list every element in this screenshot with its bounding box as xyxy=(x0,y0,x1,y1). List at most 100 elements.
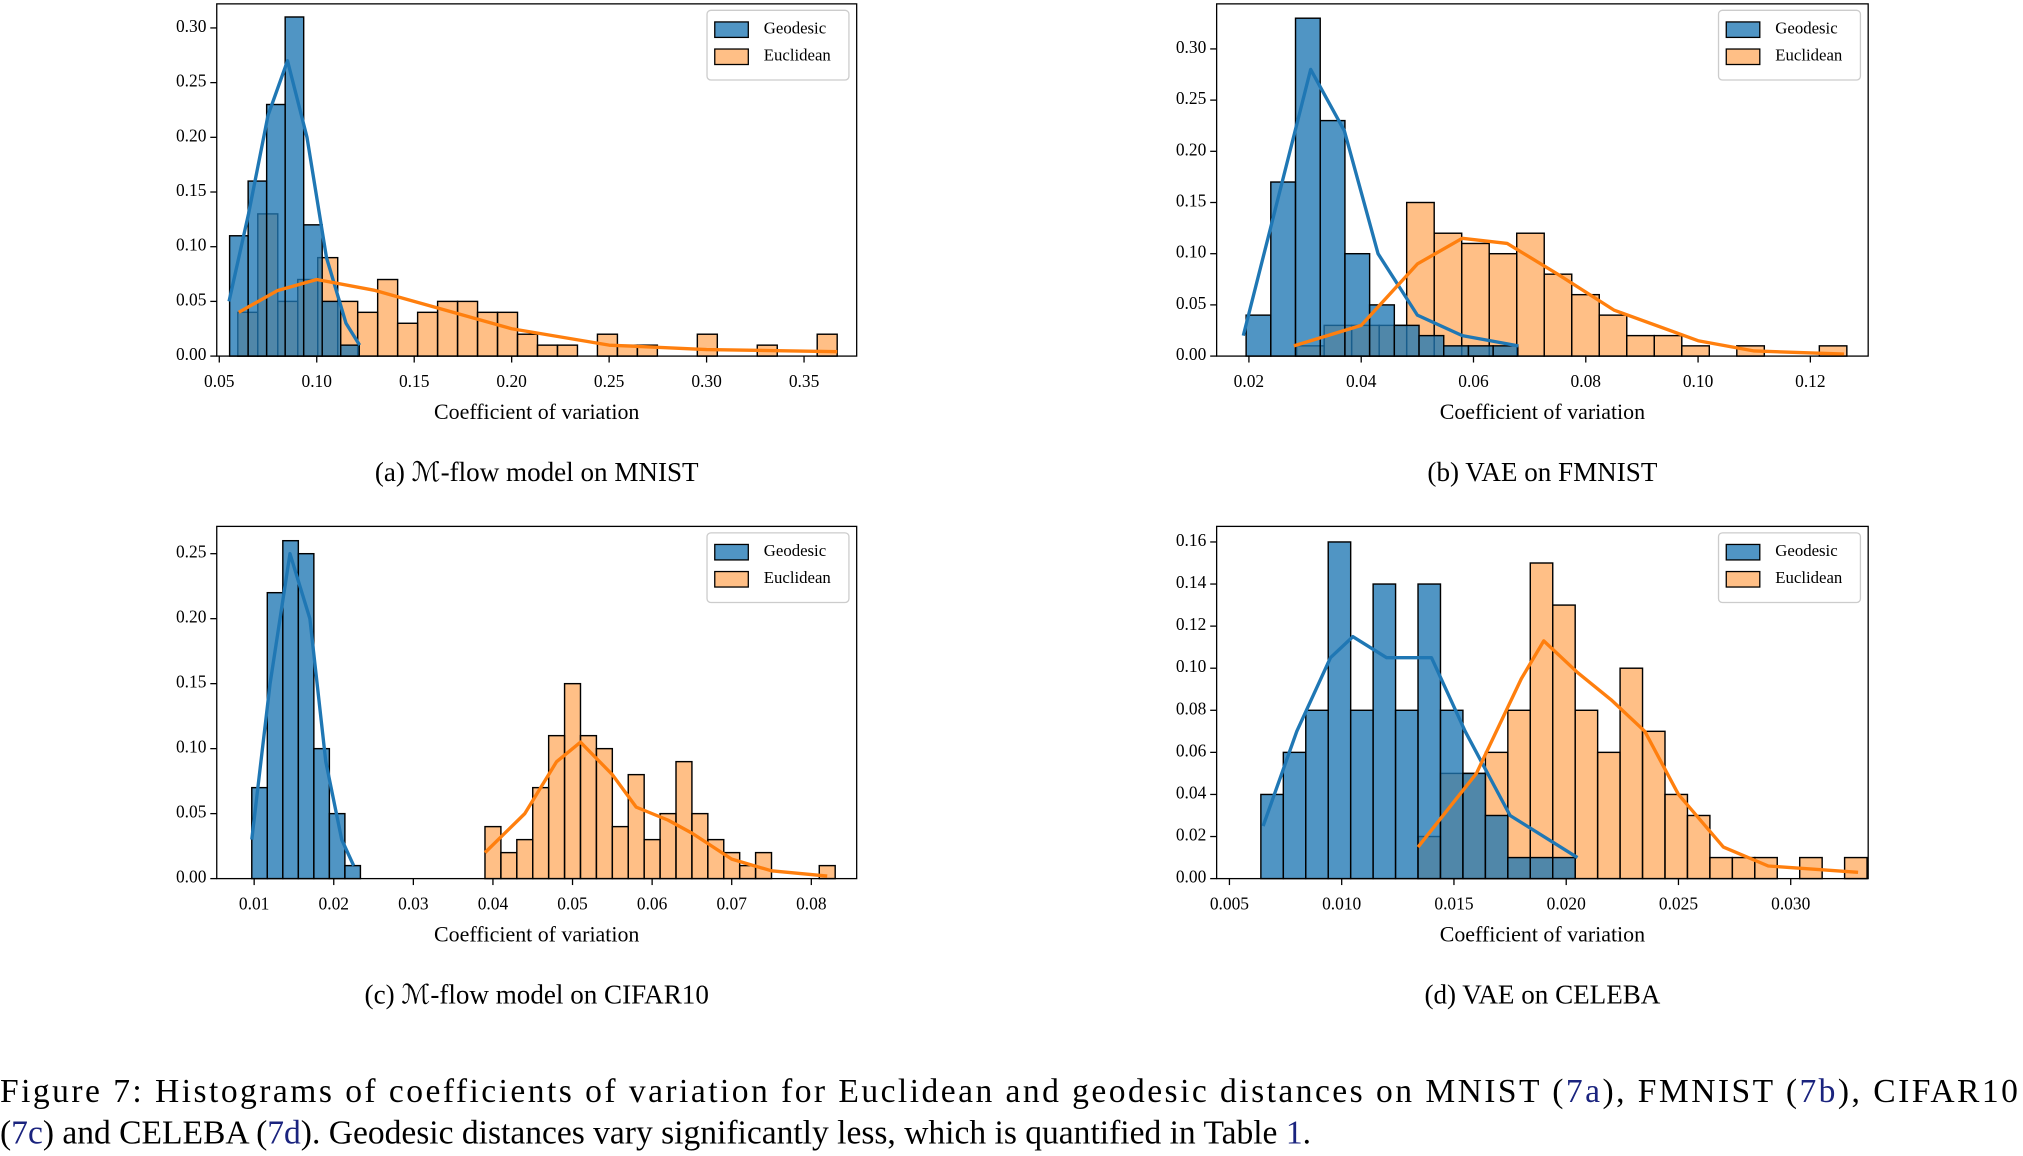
legend-swatch xyxy=(1725,570,1761,588)
caption-text: . xyxy=(1303,1114,1311,1151)
y-tick-label: 0.05 xyxy=(176,802,207,822)
bar xyxy=(1394,709,1419,880)
bar xyxy=(1282,751,1307,880)
bar xyxy=(1843,856,1868,880)
subplot-caption: (a) ℳ-flow model on MNIST xyxy=(375,457,699,487)
x-axis-label: Coefficient of variation xyxy=(1440,922,1645,947)
bar xyxy=(1543,273,1573,357)
bar xyxy=(516,333,539,357)
legend-swatch xyxy=(714,570,749,588)
kde-line xyxy=(483,740,828,878)
bar xyxy=(611,825,629,880)
bar xyxy=(1529,856,1554,880)
bar xyxy=(1443,345,1470,357)
x-tick-label: 0.05 xyxy=(557,894,588,914)
bar xyxy=(302,224,323,357)
legend-swatch xyxy=(714,543,749,561)
bar xyxy=(340,344,360,357)
bar xyxy=(1571,293,1600,357)
y-tick-label: 0.00 xyxy=(1176,344,1207,364)
y-tick-label: 0.02 xyxy=(1176,825,1206,845)
x-tick-label: 0.05 xyxy=(204,371,235,391)
x-tick-label: 0.02 xyxy=(319,894,349,914)
bar xyxy=(356,311,379,357)
x-tick-label: 0.04 xyxy=(478,894,509,914)
kde-line xyxy=(1261,634,1579,859)
bar xyxy=(675,760,693,880)
legend-swatch xyxy=(714,21,749,39)
y-tick-label: 0.00 xyxy=(1176,867,1207,887)
caption-ref: 7d xyxy=(267,1114,301,1151)
legend-swatch xyxy=(714,48,749,66)
x-tick-label: 0.06 xyxy=(637,894,668,914)
axes-frame xyxy=(216,525,858,880)
kde-line xyxy=(250,552,356,867)
x-tick-label: 0.010 xyxy=(1322,894,1361,914)
caption-ref: 7c xyxy=(11,1114,43,1151)
x-axis-label: Coefficient of variation xyxy=(434,922,639,947)
y-tick-label: 0.30 xyxy=(176,16,207,36)
y-tick-label: 0.05 xyxy=(1176,293,1207,313)
bar xyxy=(1349,709,1374,880)
y-tick-label: 0.30 xyxy=(1176,37,1207,57)
bar xyxy=(321,300,342,357)
kde-line xyxy=(227,59,362,347)
x-tick-label: 0.020 xyxy=(1547,894,1586,914)
bar xyxy=(1484,814,1509,880)
bar xyxy=(1418,334,1445,357)
figure-caption-line: Figure 7: Histograms of coefficients of … xyxy=(0,1073,2018,1110)
bar xyxy=(696,333,719,357)
bar xyxy=(396,322,419,357)
kde-line xyxy=(1416,639,1859,874)
y-tick-label: 0.15 xyxy=(176,672,207,692)
bar xyxy=(1372,583,1397,880)
axes-frame xyxy=(216,3,858,357)
caption-ref: 7a xyxy=(1566,1073,1600,1110)
bar xyxy=(1492,345,1519,357)
legend-label: Euclidean xyxy=(764,568,832,587)
legend-label: Euclidean xyxy=(764,46,832,65)
bar xyxy=(556,344,579,357)
x-tick-label: 0.20 xyxy=(496,371,527,391)
bar xyxy=(500,851,518,880)
x-tick-label: 0.07 xyxy=(716,894,747,914)
x-tick-label: 0.06 xyxy=(1458,371,1489,391)
bar xyxy=(266,591,284,880)
bar xyxy=(1731,856,1756,880)
caption-text: ( xyxy=(0,1114,11,1151)
legend-swatch xyxy=(1725,21,1761,39)
bar xyxy=(1245,314,1272,357)
y-tick-label: 0.12 xyxy=(1176,614,1206,634)
bar xyxy=(1344,252,1371,357)
legend-label: Geodesic xyxy=(764,541,826,560)
x-tick-label: 0.030 xyxy=(1771,894,1810,914)
legend-label: Geodesic xyxy=(764,19,826,38)
bar xyxy=(1305,709,1329,880)
bar xyxy=(1552,856,1576,880)
bar xyxy=(496,311,519,357)
y-tick-label: 0.04 xyxy=(1176,782,1207,802)
y-tick-label: 0.20 xyxy=(1176,139,1207,159)
kde-line xyxy=(1293,236,1845,356)
x-tick-label: 0.30 xyxy=(691,371,722,391)
y-tick-label: 0.20 xyxy=(176,607,207,627)
bar xyxy=(738,864,757,880)
x-tick-label: 0.15 xyxy=(399,371,430,391)
bar xyxy=(1488,252,1518,357)
axes-frame xyxy=(1215,3,1869,357)
bar xyxy=(1294,17,1321,357)
subplot-caption: (d) VAE on CELEBA xyxy=(1424,980,1660,1010)
x-tick-label: 0.10 xyxy=(302,371,333,391)
y-tick-label: 0.20 xyxy=(176,125,207,145)
x-tick-label: 0.02 xyxy=(1234,371,1264,391)
x-tick-label: 0.005 xyxy=(1210,894,1249,914)
bar xyxy=(1596,751,1621,880)
bar xyxy=(532,786,550,880)
caption-text: ) and CELEBA ( xyxy=(43,1114,267,1151)
bar xyxy=(516,838,534,880)
caption-ref: 1 xyxy=(1286,1114,1303,1151)
bar xyxy=(1598,314,1628,357)
bar xyxy=(1641,730,1666,880)
bar xyxy=(1664,793,1689,880)
